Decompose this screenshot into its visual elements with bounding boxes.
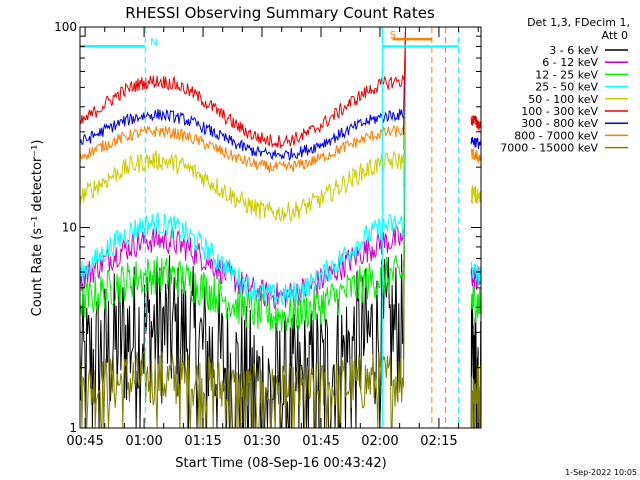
series-line-300-800-kev-seg1 — [470, 136, 482, 150]
series-line-300-800-kev-seg0 — [79, 108, 405, 162]
y-tick-label: 100 — [54, 20, 77, 34]
legend-label: 100 - 300 keV — [521, 105, 598, 118]
y-axis: 1 10 100 — [54, 20, 481, 435]
legend-label: 12 - 25 keV — [535, 68, 598, 81]
flag-markers: NS — [80, 27, 460, 428]
legend-label: 3 - 6 keV — [549, 44, 598, 57]
series-line-800-7000-kev-seg1 — [470, 148, 482, 165]
series-line-800-7000-kev-seg0 — [79, 124, 404, 174]
series-line-50-100-kev-seg1 — [470, 185, 482, 204]
series-line-12-25-kev-seg1 — [470, 285, 482, 324]
x-tick-label: 02:00 — [361, 434, 398, 449]
y-tick-label: 1 — [69, 421, 77, 435]
legend-label: 6 - 12 keV — [542, 56, 598, 69]
x-tick-label: 00:45 — [66, 434, 103, 449]
legend-label: 800 - 7000 keV — [514, 129, 598, 142]
x-tick-label: 01:30 — [243, 434, 280, 449]
series-rise-100-300-kev — [403, 26, 407, 112]
series-line-12-25-kev-seg0 — [79, 255, 405, 332]
legend-label: 50 - 100 keV — [528, 93, 598, 106]
x-axis: 00:45 01:00 01:15 01:30 01:45 02:00 02:15 — [66, 27, 479, 449]
series-line-6-12-kev-seg0 — [79, 225, 405, 311]
series-line-50-100-kev-seg0 — [79, 149, 405, 223]
data-series — [79, 26, 482, 429]
annotation-n: N — [150, 37, 157, 48]
annotation-s: S — [390, 30, 396, 41]
timestamp: 1-Sep-2022 10:05 — [565, 468, 637, 477]
series-line-7000-15000-kev-seg0 — [79, 351, 405, 429]
y-tick-label: 10 — [62, 221, 77, 235]
x-tick-label: 01:00 — [125, 434, 162, 449]
series-line-25-50-kev-seg1 — [470, 261, 482, 285]
series-line-100-300-kev-seg1 — [470, 115, 482, 131]
x-tick-label: 01:15 — [184, 434, 221, 449]
x-tick-label: 01:45 — [302, 434, 339, 449]
legend-label: 7000 - 15000 keV — [500, 142, 598, 155]
legend-header-line-2: Att 0 — [602, 29, 628, 42]
legend-header-line-1: Det 1,3, FDecim 1, — [527, 16, 630, 29]
y-axis-label: Count Rate (s⁻¹ detector⁻¹) — [30, 140, 45, 317]
chart-title: RHESSI Observing Summary Count Rates — [125, 4, 435, 22]
series-line-100-300-kev-seg0 — [79, 75, 405, 149]
x-tick-label: 02:15 — [420, 434, 457, 449]
legend-label: 300 - 800 keV — [521, 117, 598, 130]
x-axis-label: Start Time (08-Sep-16 00:43:42) — [175, 456, 386, 471]
series-line-25-50-kev-seg0 — [79, 211, 405, 306]
legend-label: 25 - 50 keV — [535, 81, 598, 94]
